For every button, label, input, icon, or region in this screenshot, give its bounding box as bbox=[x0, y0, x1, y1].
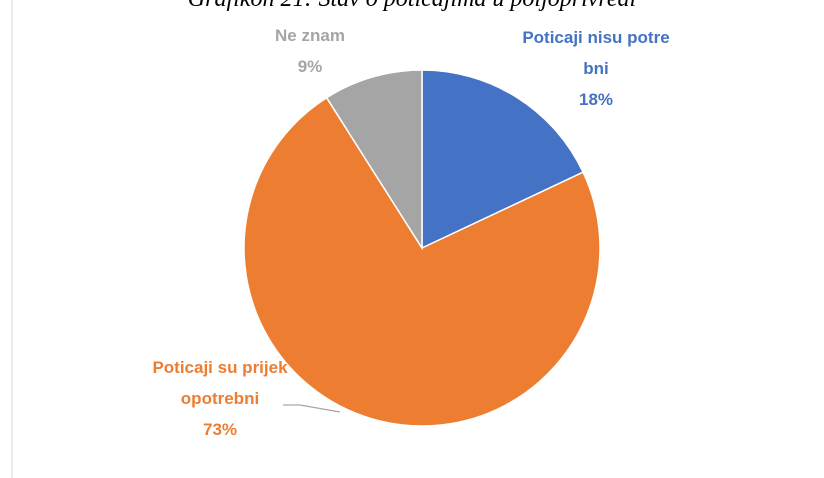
data-label: Ne znam 9% bbox=[250, 20, 370, 82]
leader-line bbox=[283, 404, 341, 413]
category-label: Ne znam bbox=[275, 26, 345, 45]
data-label: Poticaji su prijekopotrebni 73% bbox=[150, 352, 290, 445]
chart-title: Grafikon 21: Stav o poticajima u poljopr… bbox=[0, 0, 824, 13]
category-label: Poticaji nisu potrebni bbox=[522, 28, 670, 78]
category-label: Poticaji su prijekopotrebni bbox=[152, 358, 288, 408]
pie-slice bbox=[325, 69, 423, 251]
value-label: 73% bbox=[202, 420, 238, 439]
data-label: Poticaji nisu potrebni 18% bbox=[520, 22, 672, 115]
pie-slice bbox=[243, 96, 601, 427]
value-label: 9% bbox=[297, 57, 323, 76]
value-label: 18% bbox=[578, 90, 614, 109]
pie-slice bbox=[421, 69, 585, 250]
